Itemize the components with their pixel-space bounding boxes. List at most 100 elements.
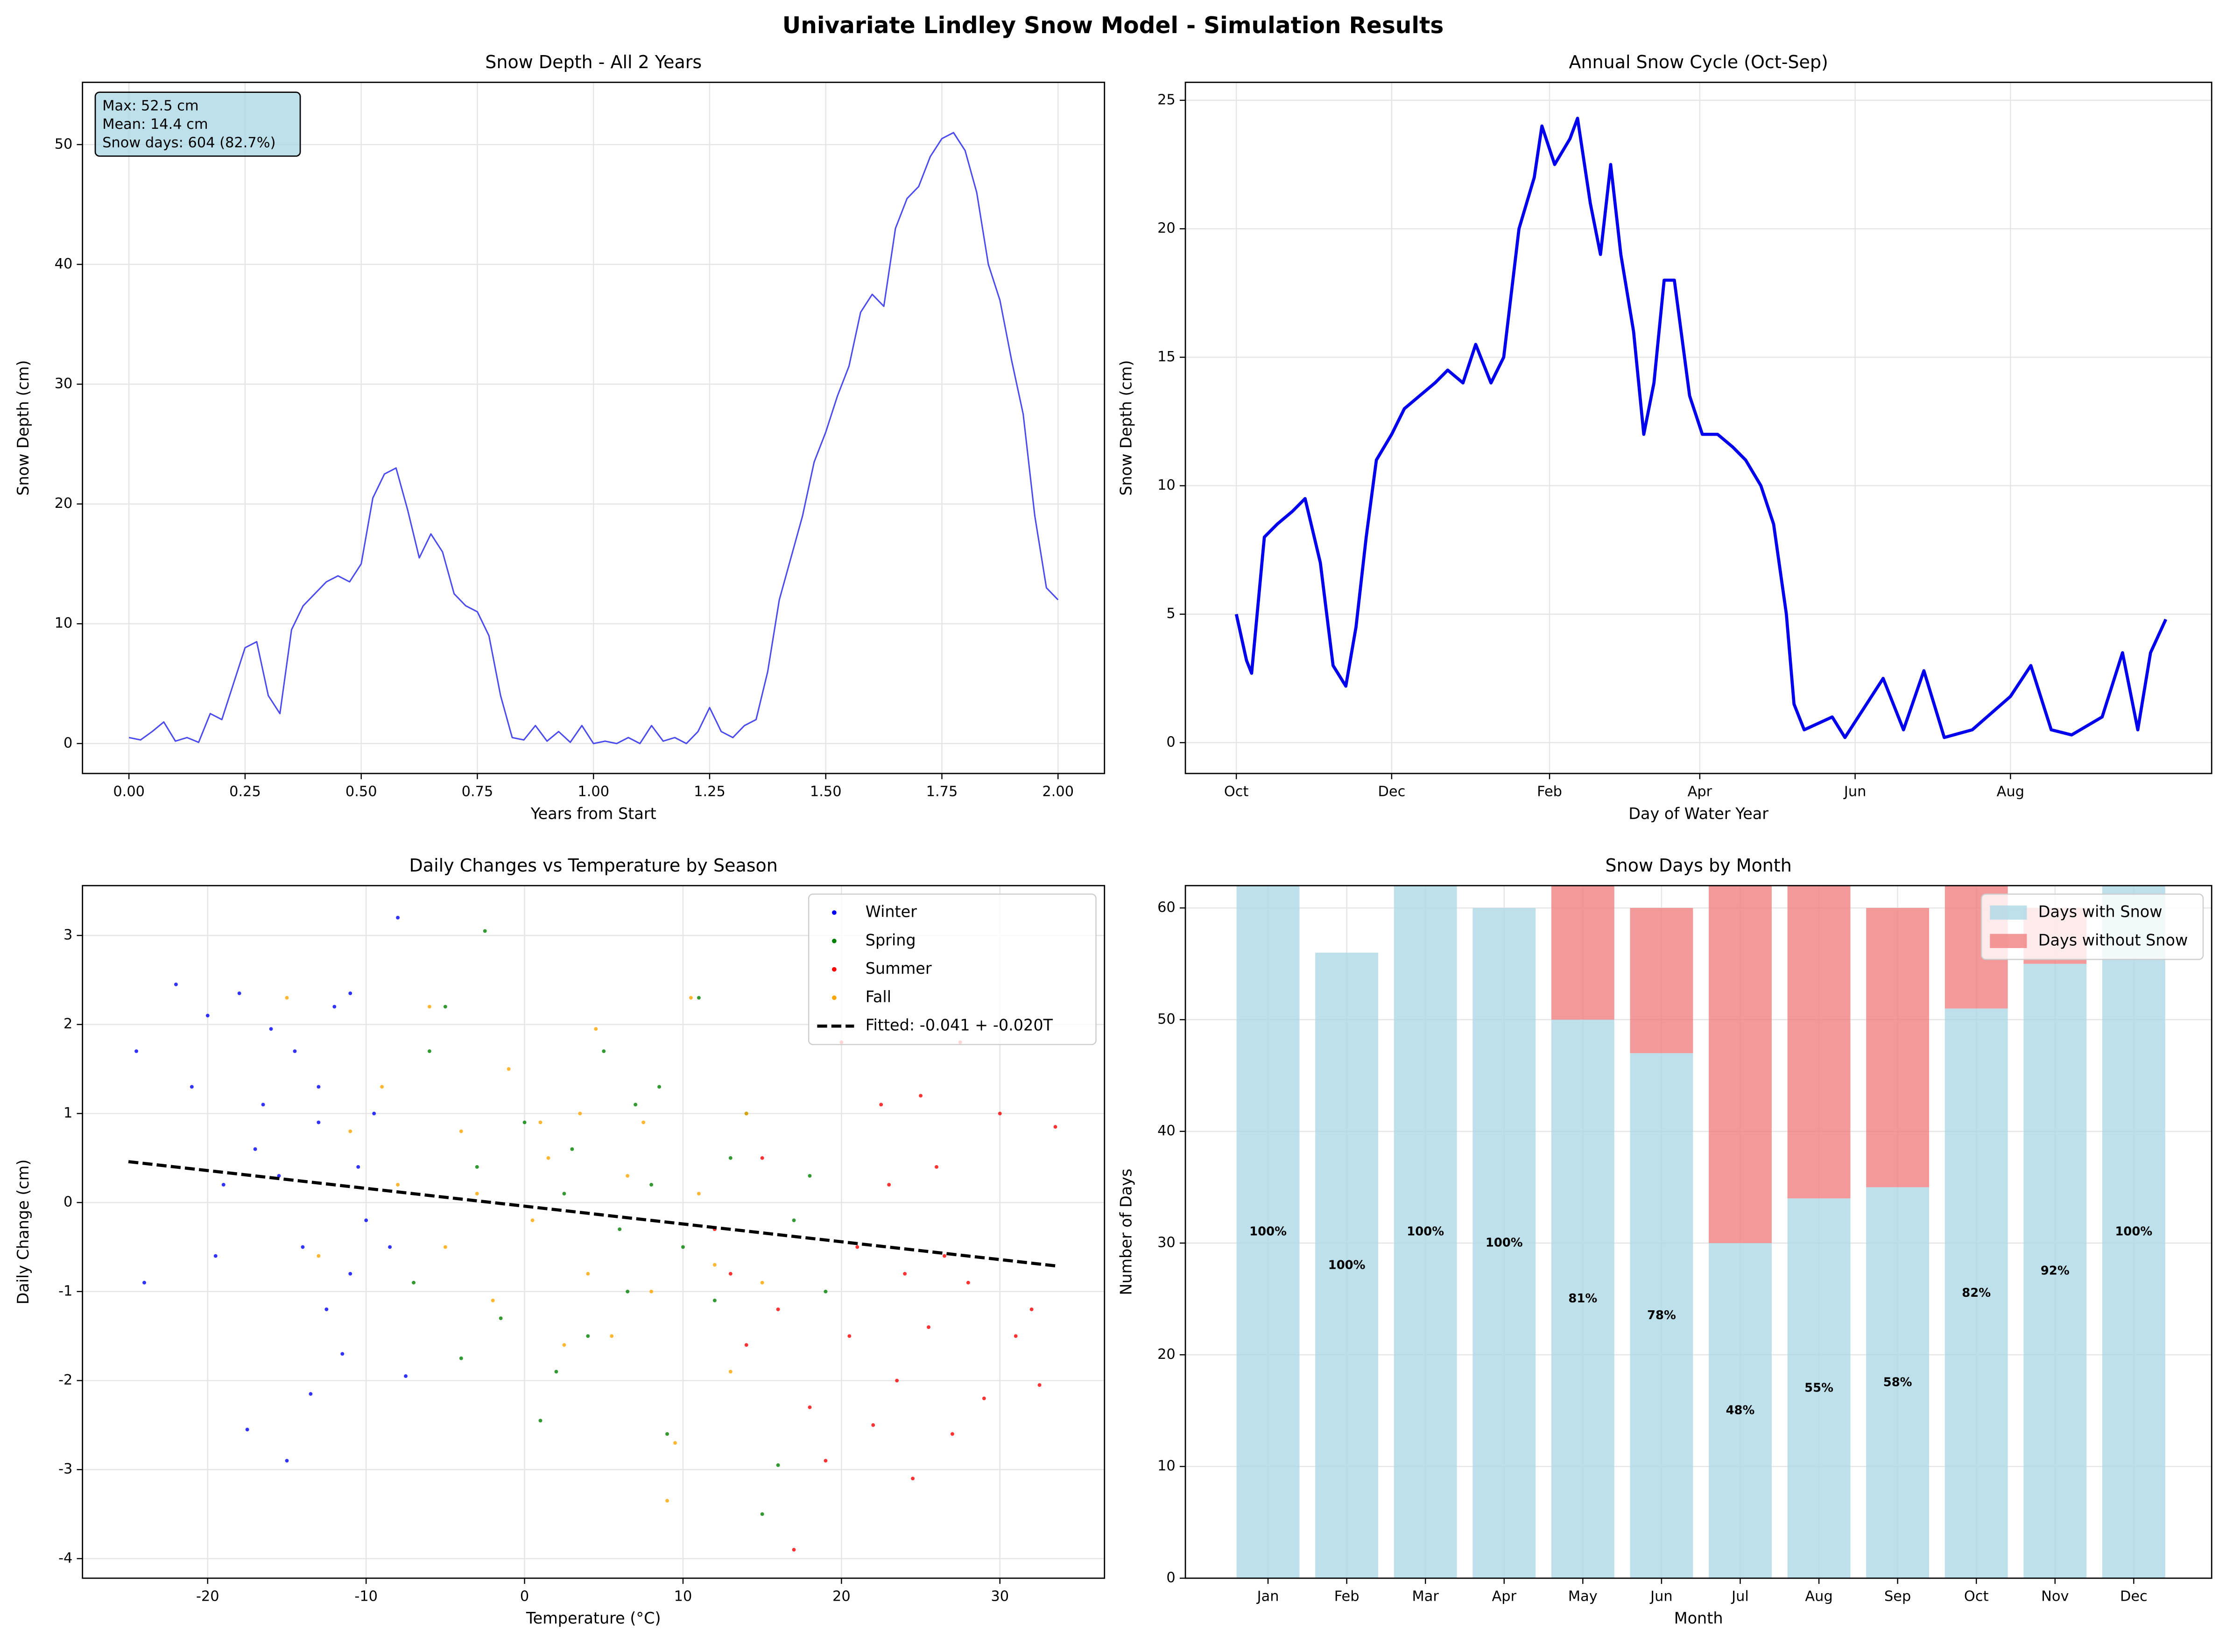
y-tick-label: 0	[1166, 1569, 1175, 1586]
x-tick-label: Feb	[1334, 1589, 1360, 1605]
x-tick-label: Aug	[1805, 1589, 1832, 1605]
point	[760, 1156, 764, 1160]
point	[626, 1289, 630, 1293]
bar	[1709, 1243, 1772, 1578]
y-tick-label: 50	[1157, 1011, 1176, 1027]
point	[475, 1165, 479, 1169]
x-tick-label: Mar	[1412, 1589, 1439, 1605]
point	[546, 1156, 550, 1160]
x-tick-label: Sep	[1884, 1589, 1911, 1605]
point	[483, 929, 487, 933]
axes-frame	[1184, 81, 2212, 774]
legend-label: Fall	[866, 988, 891, 1006]
point	[919, 1094, 923, 1098]
point	[895, 1378, 899, 1383]
point	[855, 1245, 859, 1249]
y-tick-label: 0	[63, 1194, 72, 1210]
point	[966, 1280, 970, 1285]
point	[927, 1325, 930, 1329]
bar	[1315, 952, 1379, 1578]
plot-area	[1236, 886, 2165, 1578]
percent-label: 82%	[1962, 1286, 1991, 1300]
point	[237, 991, 241, 995]
point	[665, 1432, 669, 1436]
point	[348, 991, 352, 995]
bar	[1944, 1008, 2008, 1578]
annotation-line: Mean: 14.4 cm	[102, 116, 208, 133]
x-tick-label: Aug	[1997, 784, 2024, 800]
y-tick-label: 20	[55, 495, 73, 512]
annotation: Max: 52.5 cm Mean: 14.4 cm Snow days: 604 …	[94, 91, 301, 157]
point	[586, 1334, 590, 1338]
y-tick-label: -3	[58, 1461, 72, 1477]
y-tick-label: 60	[1157, 900, 1176, 916]
point	[538, 1120, 542, 1125]
point	[824, 1289, 828, 1293]
x-tick-label: 0.50	[345, 784, 377, 800]
point	[728, 1272, 733, 1276]
percent-label: 58%	[1883, 1376, 1912, 1390]
point	[412, 1280, 416, 1285]
point	[443, 1245, 447, 1249]
point	[253, 1147, 257, 1151]
percent-label: 100%	[1486, 1236, 1523, 1250]
point	[792, 1547, 796, 1552]
y-axis-label: Snow Depth (cm)	[1117, 360, 1135, 495]
point	[396, 1183, 400, 1187]
legend-label: Spring	[866, 931, 916, 949]
axes-title: Snow Depth - All 2 Years	[485, 52, 702, 72]
point	[507, 1067, 511, 1071]
x-axis-label: Temperature (°C)	[526, 1609, 661, 1627]
y-tick-label: -4	[58, 1550, 72, 1566]
y-tick-label: 50	[55, 136, 73, 152]
x-tick-label: 30	[991, 1589, 1009, 1605]
point	[665, 1499, 669, 1503]
point	[871, 1423, 875, 1427]
point	[372, 1111, 376, 1116]
point	[760, 1280, 764, 1285]
bar	[1866, 1187, 1930, 1578]
point	[443, 1005, 447, 1009]
percent-label: 100%	[1249, 1225, 1287, 1239]
y-tick-label: 20	[1157, 1346, 1176, 1363]
legend-marker	[832, 995, 837, 1000]
point	[356, 1165, 360, 1169]
x-axis-label: Day of Water Year	[1628, 804, 1768, 822]
point	[943, 1254, 946, 1258]
point	[309, 1392, 313, 1396]
x-tick-label: 0	[520, 1589, 529, 1605]
point	[626, 1174, 630, 1178]
point	[475, 1192, 479, 1195]
x-tick-label: -10	[354, 1589, 378, 1605]
point	[499, 1316, 503, 1320]
point	[293, 1049, 297, 1053]
y-axis-label: Daily Change (cm)	[14, 1160, 32, 1305]
legend-marker	[832, 967, 837, 972]
legend-label: Days without Snow	[2038, 931, 2188, 949]
point	[1053, 1125, 1057, 1129]
point	[634, 1103, 638, 1107]
y-tick-label: 15	[1157, 349, 1176, 365]
x-tick-label: 0.00	[113, 784, 145, 800]
point	[245, 1427, 249, 1432]
point	[657, 1085, 662, 1089]
percent-label: 78%	[1647, 1308, 1676, 1322]
point	[277, 1174, 281, 1178]
point	[348, 1272, 352, 1276]
point	[847, 1334, 852, 1338]
legend-box	[808, 893, 1097, 1045]
y-tick-label: -1	[58, 1283, 72, 1299]
percent-label: 100%	[2115, 1225, 2152, 1239]
figure-title: Univariate Lindley Snow Model - Simulati…	[782, 13, 1444, 39]
point	[760, 1512, 764, 1516]
x-tick-label: Dec	[2120, 1589, 2148, 1605]
point	[911, 1476, 915, 1481]
point	[586, 1272, 590, 1276]
point	[301, 1245, 305, 1249]
legend-marker	[832, 910, 837, 915]
x-tick-label: Oct	[1964, 1589, 1989, 1605]
y-tick-label: 20	[1157, 220, 1176, 237]
point	[522, 1120, 527, 1125]
point	[317, 1120, 321, 1125]
